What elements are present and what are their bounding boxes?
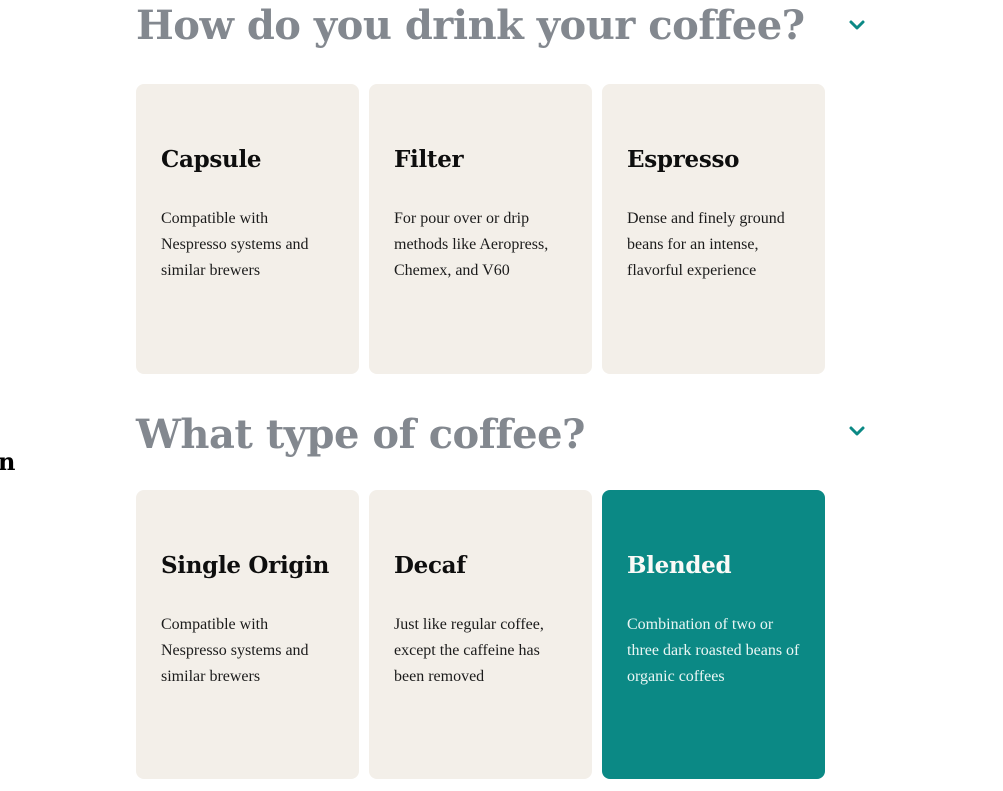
sidebar-text-fragment: n: [0, 447, 16, 476]
option-card-blended[interactable]: Blended Combination of two or three dark…: [602, 490, 825, 779]
section-header[interactable]: What type of coffee?: [136, 406, 871, 490]
card-title: Filter: [394, 146, 464, 173]
option-card-single-origin[interactable]: Single Origin Compatible with Nespresso …: [136, 490, 359, 779]
drink-method-section: How do you drink your coffee? Capsule Co…: [136, 0, 871, 374]
option-card-filter[interactable]: Filter For pour over or drip methods lik…: [369, 84, 592, 374]
option-card-decaf[interactable]: Decaf Just like regular coffee, except t…: [369, 490, 592, 779]
card-title: Single Origin: [161, 552, 330, 579]
card-title: Capsule: [161, 146, 262, 173]
option-cards: Single Origin Compatible with Nespresso …: [136, 490, 871, 779]
card-description: Compatible with Nespresso systems and si…: [161, 616, 309, 686]
section-title: How do you drink your coffee?: [136, 2, 805, 49]
card-description: Dense and finely ground beans for an int…: [627, 210, 785, 280]
card-description: Compatible with Nespresso systems and si…: [161, 210, 309, 280]
section-title: What type of coffee?: [136, 411, 585, 458]
option-cards: Capsule Compatible with Nespresso system…: [136, 84, 871, 374]
coffee-type-section: What type of coffee? Single Origin Compa…: [136, 406, 871, 779]
card-title: Blended: [627, 552, 732, 579]
option-card-espresso[interactable]: Espresso Dense and finely ground beans f…: [602, 84, 825, 374]
card-description: For pour over or drip methods like Aerop…: [394, 210, 549, 280]
section-header[interactable]: How do you drink your coffee?: [136, 0, 871, 84]
card-description: Just like regular coffee, except the caf…: [394, 616, 544, 686]
chevron-down-icon[interactable]: [843, 417, 871, 445]
option-card-capsule[interactable]: Capsule Compatible with Nespresso system…: [136, 84, 359, 374]
card-description: Combination of two or three dark roasted…: [627, 616, 800, 686]
chevron-down-icon[interactable]: [843, 11, 871, 39]
card-title: Espresso: [627, 146, 740, 173]
card-title: Decaf: [394, 552, 466, 579]
